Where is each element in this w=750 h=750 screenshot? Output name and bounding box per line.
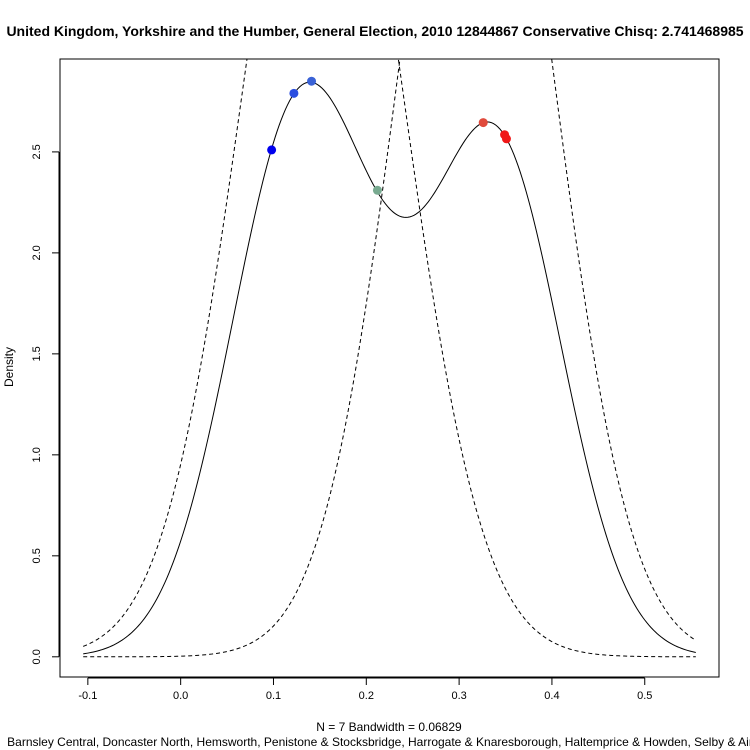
data-point [307, 76, 317, 86]
data-point [289, 88, 299, 98]
reference-curve-dashed [83, 59, 697, 658]
plot-frame [59, 58, 720, 678]
y-tick-label: 2.0 [31, 245, 43, 260]
kde-curve [83, 81, 696, 655]
x-tick-label: 0.5 [637, 690, 652, 702]
data-point [372, 185, 382, 195]
y-tick-label: 0.5 [31, 548, 43, 563]
y-tick-label: 2.5 [31, 144, 43, 159]
y-tick-label: 1.5 [31, 346, 43, 361]
x-tick-label: 0.2 [359, 690, 374, 702]
y-tick-label: 1.0 [31, 447, 43, 462]
data-point [478, 118, 488, 128]
x-tick-label: 0.0 [173, 690, 188, 702]
x-axis: -0.1 0.0 0.1 0.2 0.3 0.4 0.5 [78, 677, 652, 702]
y-axis-label: Density [2, 347, 16, 387]
y-axis: 0.0 0.5 1.0 1.5 2.0 2.5 [31, 144, 60, 664]
chart-subtitle: Barnsley Central, Doncaster North, Hemsw… [7, 735, 750, 749]
reference-curves [83, 59, 697, 658]
data-point [267, 145, 277, 155]
x-tick-label: 0.3 [451, 690, 466, 702]
data-point [501, 134, 511, 144]
y-tick-label: 0.0 [31, 649, 43, 664]
x-axis-label: N = 7 Bandwidth = 0.06829 [316, 720, 462, 734]
data-points [267, 76, 511, 195]
x-tick-label: -0.1 [78, 690, 97, 702]
x-tick-label: 0.1 [266, 690, 281, 702]
kde-curve-group [83, 81, 696, 655]
chart-title: United Kingdom, Yorkshire and the Humber… [6, 23, 743, 39]
x-tick-label: 0.4 [544, 690, 559, 702]
